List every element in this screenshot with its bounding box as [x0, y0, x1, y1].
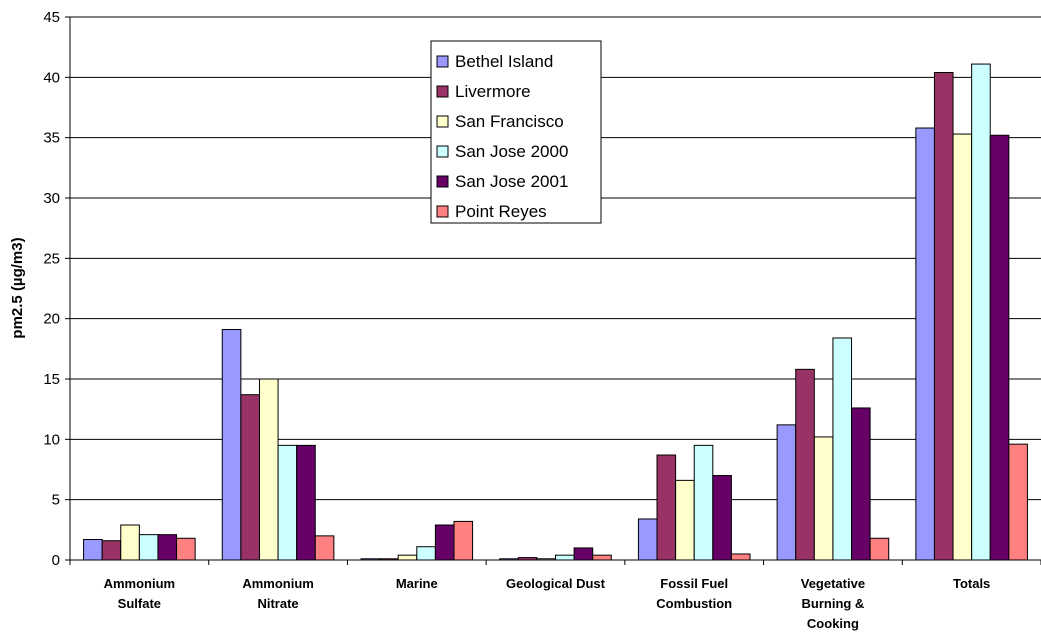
category-labels: Ammonium Sulfate Ammonium Nitrate Marine Geol… [104, 576, 991, 631]
category-label-line: Nitrate [257, 596, 298, 611]
y-tick-label: 20 [43, 311, 60, 328]
category-label-line: Combustion [656, 596, 732, 611]
legend-label: Livermore [455, 82, 531, 101]
y-tick-labels: 0 5 10 15 20 25 30 35 40 45 [43, 9, 60, 569]
legend-box [430, 40, 602, 224]
y-tick-label: 10 [43, 431, 60, 448]
bar [869, 537, 890, 561]
category-label-line: Fossil Fuel [660, 576, 728, 591]
bar [1008, 443, 1028, 561]
bar [176, 537, 196, 561]
category-label: Totals [953, 576, 990, 591]
category-label-line: Burning & [802, 596, 865, 611]
bar [712, 475, 732, 561]
bar [795, 368, 815, 561]
y-tick-label: 35 [43, 130, 60, 147]
bar [258, 378, 279, 561]
category-label-line: Marine [396, 576, 438, 591]
legend-label: San Jose 2001 [455, 172, 568, 191]
category-label: Geological Dust [506, 576, 606, 591]
category-label-line: Geological Dust [506, 576, 606, 591]
bar [832, 337, 853, 561]
bars [83, 63, 1028, 561]
bar [730, 553, 751, 561]
category-label-line: Sulfate [118, 596, 161, 611]
bar [434, 524, 455, 561]
bar [277, 444, 298, 561]
legend-swatch [436, 55, 449, 68]
category-label-line: Totals [953, 576, 990, 591]
category-label: Fossil Fuel Combustion [656, 576, 732, 611]
bar [675, 479, 695, 561]
bar [120, 524, 140, 561]
y-tick-label: 25 [43, 250, 60, 267]
y-tick-label: 40 [43, 69, 60, 86]
bar [83, 538, 103, 561]
category-label: Ammonium Sulfate [104, 576, 176, 611]
y-tick-label: 30 [43, 190, 60, 207]
bar [915, 127, 935, 561]
bar [637, 518, 658, 561]
category-label-line: Vegetative [801, 576, 865, 591]
bar [813, 436, 834, 561]
category-label-line: Cooking [807, 616, 859, 631]
y-tick-label: 5 [52, 492, 60, 509]
y-axis-label: pm2.5 (µg/m3) [9, 237, 26, 338]
bar [776, 424, 797, 561]
legend-swatch [436, 85, 449, 98]
legend-swatch [436, 205, 449, 218]
bar [851, 407, 871, 561]
bar [240, 394, 260, 561]
bar [952, 133, 973, 561]
category-label: Ammonium Nitrate [242, 576, 314, 611]
y-tick-label: 15 [43, 371, 60, 388]
bar [296, 444, 316, 561]
legend-label: San Jose 2000 [455, 142, 568, 161]
y-tick-label: 45 [43, 9, 60, 26]
bar [397, 554, 418, 561]
legend-label: Bethel Island [455, 52, 553, 71]
bar [453, 520, 474, 561]
category-label-line: Ammonium [104, 576, 176, 591]
bar [573, 547, 594, 561]
bar [221, 329, 242, 561]
category-label-line: Ammonium [242, 576, 314, 591]
legend-swatch [436, 175, 449, 188]
legend-label: San Francisco [455, 112, 564, 131]
bar [656, 454, 677, 561]
category-label: Marine [396, 576, 438, 591]
bar [101, 540, 122, 561]
bar [555, 554, 575, 561]
y-tick-label: 0 [52, 552, 60, 569]
legend: Bethel Island Livermore San Francisco San J… [430, 40, 602, 224]
category-label: Vegetative Burning & Cooking [801, 576, 865, 631]
bar [416, 546, 436, 561]
bar [592, 554, 612, 561]
axes [65, 16, 1041, 565]
legend-swatch [436, 115, 449, 128]
bar [693, 444, 714, 561]
legend-swatch [436, 145, 449, 158]
bar [138, 534, 159, 561]
bar [314, 535, 335, 561]
bar [971, 63, 991, 561]
bar [989, 134, 1010, 561]
bar [933, 72, 954, 561]
bar [157, 534, 178, 561]
legend-label: Point Reyes [455, 202, 547, 221]
